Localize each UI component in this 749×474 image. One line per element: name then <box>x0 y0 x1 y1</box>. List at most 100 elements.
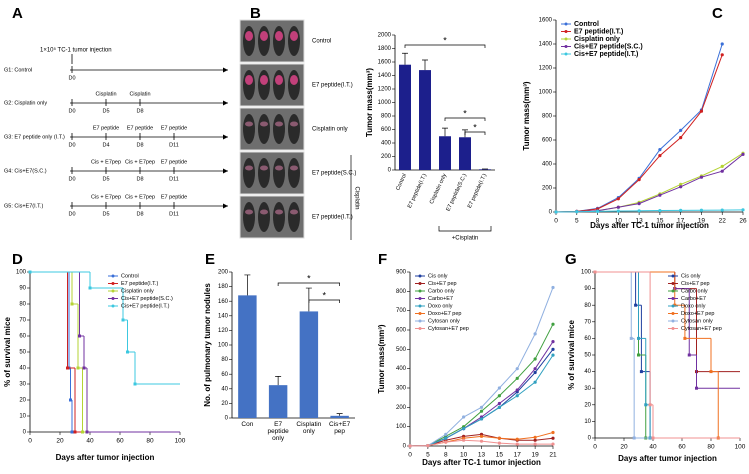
significance-star: * <box>307 273 311 283</box>
tumor <box>260 75 268 85</box>
group-label: G5: Cis+E7(I.T.) <box>4 203 43 209</box>
data-point <box>82 366 86 370</box>
data-point <box>497 441 501 445</box>
data-point <box>683 336 687 340</box>
y-tick-label: 900 <box>396 270 407 276</box>
y-tick-label: 600 <box>542 138 553 144</box>
treatment-label: Cis + E7pep <box>125 194 155 200</box>
treatment-label: E7 peptide <box>127 125 153 131</box>
day-label: D11 <box>169 142 179 148</box>
y-tick-label: 1000 <box>378 100 392 106</box>
y-tick-label: 800 <box>542 114 553 120</box>
data-point <box>616 209 620 213</box>
x-tick-label: 20 <box>620 444 628 451</box>
data-point <box>533 435 537 439</box>
panel-letter: D <box>12 251 23 268</box>
y-axis-label: Tumor mass(mm³) <box>377 324 386 394</box>
legend-label: Cisplatin only <box>121 288 154 294</box>
data-point <box>695 386 698 390</box>
data-point <box>444 440 448 444</box>
data-point <box>699 208 704 212</box>
photo-label: E7 peptide(I.T.) <box>312 83 353 89</box>
data-point <box>497 405 501 409</box>
y-tick-label: 0 <box>588 436 592 442</box>
data-point <box>66 366 69 370</box>
significance-star: * <box>322 290 326 300</box>
data-point <box>73 430 77 434</box>
data-point <box>408 444 412 448</box>
legend-label: Cis+E7 peptide(I.T.) <box>121 303 170 309</box>
legend-marker <box>111 282 115 285</box>
x-tick-label: Con <box>241 421 254 428</box>
data-point <box>679 128 683 132</box>
data-point <box>479 409 484 413</box>
data-point <box>593 270 597 274</box>
x-tick-label-box: Cisplatin only <box>296 421 321 435</box>
data-point <box>426 444 430 448</box>
data-point <box>634 303 638 307</box>
series-line <box>555 209 744 213</box>
y-tick-label: 50 <box>584 353 591 359</box>
panel-letter: F <box>378 251 387 268</box>
tumor <box>245 31 253 41</box>
panel-letter: B <box>250 5 261 22</box>
data-point <box>699 109 704 113</box>
x-axis-label: Days after TC-1 tumor injection <box>422 458 541 467</box>
legend-marker <box>111 297 115 300</box>
x-tick-label-box: E7 peptide only <box>267 421 289 443</box>
y-tick-label: 100 <box>16 270 27 276</box>
data-point <box>444 432 448 436</box>
bar <box>459 137 471 170</box>
day-label: D0 <box>68 75 75 81</box>
data-point <box>658 193 662 197</box>
legend-marker <box>671 282 675 285</box>
data-point <box>699 175 704 179</box>
x-tick-label: 80 <box>707 444 715 451</box>
x-tick-label-box: Con <box>241 421 254 428</box>
group-label: G2: Cisplatin only <box>4 100 47 106</box>
bar <box>268 385 288 418</box>
timeline-arrowhead <box>223 134 228 140</box>
data-point <box>81 430 84 434</box>
tumor <box>260 209 268 215</box>
legend-label: Carbo only <box>681 288 708 294</box>
data-point <box>515 388 519 392</box>
data-point <box>720 208 724 212</box>
error-bar <box>336 413 343 416</box>
data-point <box>551 436 555 440</box>
panel-letter: E <box>205 251 215 268</box>
data-point <box>497 436 501 440</box>
x-tick-label: E7 peptide only <box>267 421 289 443</box>
x-tick-label: 13 <box>635 218 643 225</box>
tumor <box>290 121 298 127</box>
bar <box>238 295 257 418</box>
y-tick-label: 60 <box>19 334 26 340</box>
legend-marker <box>671 304 675 308</box>
data-point <box>551 430 555 435</box>
significance-bracket <box>308 299 340 303</box>
x-tick-label: 26 <box>739 218 747 225</box>
x-tick-label: Cisplatin only <box>429 173 448 205</box>
x-tick-label: 100 <box>735 444 746 451</box>
tumor <box>245 75 253 85</box>
significance-star: * <box>473 122 477 132</box>
y-tick-label: 80 <box>221 357 228 363</box>
x-tick-label: 17 <box>677 218 685 225</box>
group-label: G3: E7 peptide only (I.T.) <box>4 134 65 140</box>
day-label: D11 <box>169 176 179 182</box>
tumor <box>290 31 298 41</box>
tumor <box>275 121 283 127</box>
tumor <box>260 165 268 171</box>
y-tick-label: 1400 <box>539 42 553 48</box>
y-tick-label: 50 <box>19 350 26 356</box>
error-bar <box>244 274 251 296</box>
y-tick-label: 60 <box>584 336 591 342</box>
x-axis-label: Days after tumor injection <box>618 454 717 463</box>
series-line <box>409 354 554 447</box>
day-label: D5 <box>102 176 109 182</box>
group-label: G1: Control <box>4 67 32 73</box>
series-line <box>555 152 744 213</box>
x-tick-label: 0 <box>593 444 597 451</box>
x-tick-label: Control <box>395 173 408 192</box>
data-point <box>551 353 555 357</box>
